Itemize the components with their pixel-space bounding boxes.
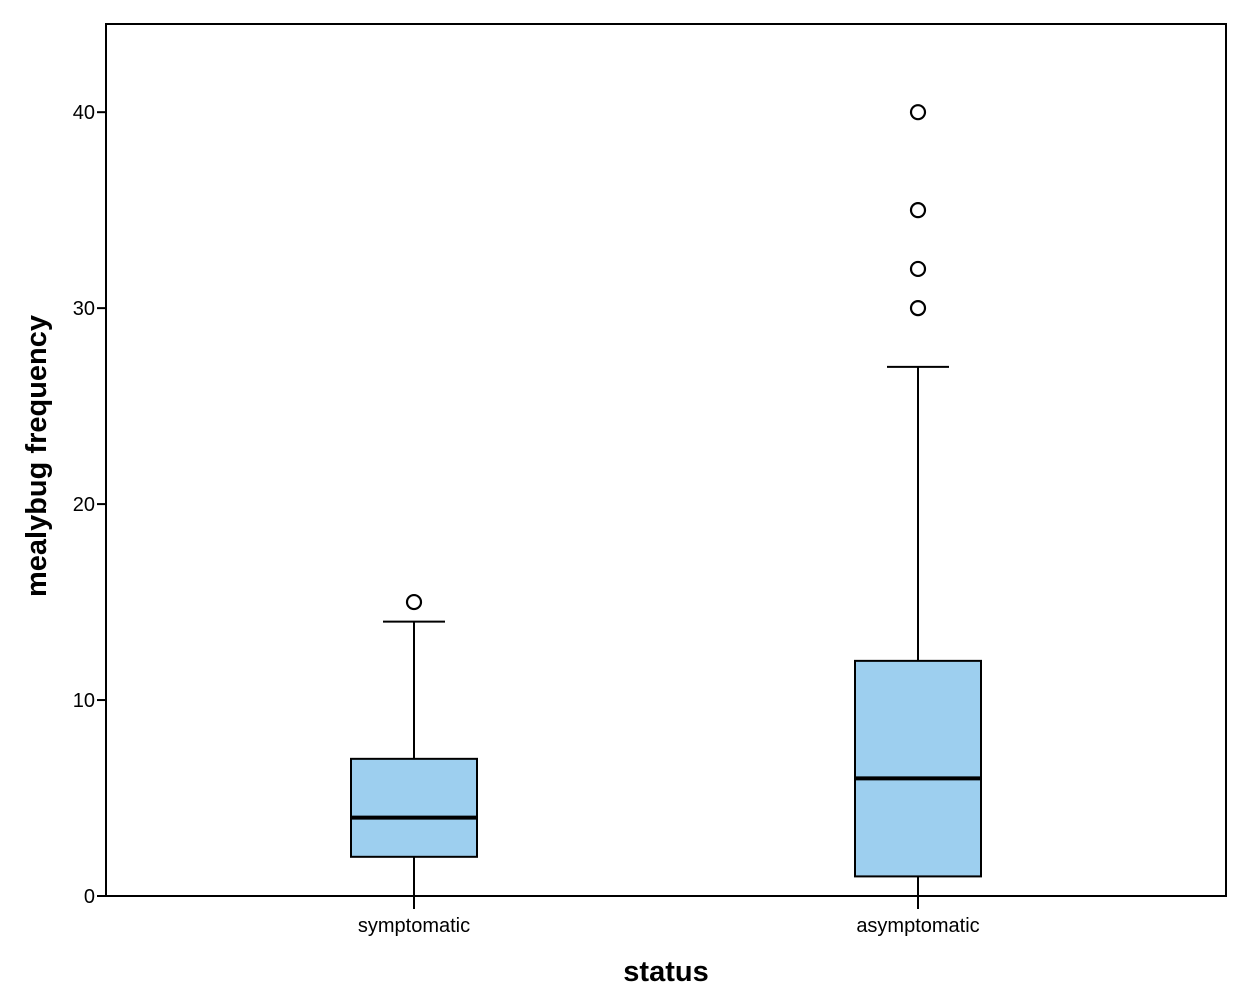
box-symptomatic xyxy=(350,593,478,897)
boxes-layer xyxy=(350,104,982,897)
outlier-point xyxy=(909,300,927,317)
x-axis-title: status xyxy=(623,956,708,988)
iqr-box xyxy=(854,659,982,878)
iqr-box xyxy=(350,757,478,858)
outlier-point xyxy=(909,202,927,219)
y-axis: 0 10 20 30 40 xyxy=(73,102,106,908)
plot-frame xyxy=(105,23,1227,897)
outlier-point xyxy=(909,260,927,278)
outlier-point xyxy=(909,104,927,121)
outlier-point xyxy=(405,593,423,611)
y-tick-label: 0 xyxy=(84,886,95,908)
y-tick-label: 40 xyxy=(73,102,95,124)
y-tick-label: 10 xyxy=(73,690,95,712)
x-tick-label: symptomatic xyxy=(358,915,470,937)
y-axis-title: mealybug frequency xyxy=(21,315,53,597)
box-asymptomatic xyxy=(854,104,982,897)
y-tick-label: 30 xyxy=(73,298,95,320)
y-tick-label: 20 xyxy=(73,494,95,516)
x-tick-label: asymptomatic xyxy=(856,915,979,937)
x-axis: symptomatic asymptomatic xyxy=(358,896,980,937)
